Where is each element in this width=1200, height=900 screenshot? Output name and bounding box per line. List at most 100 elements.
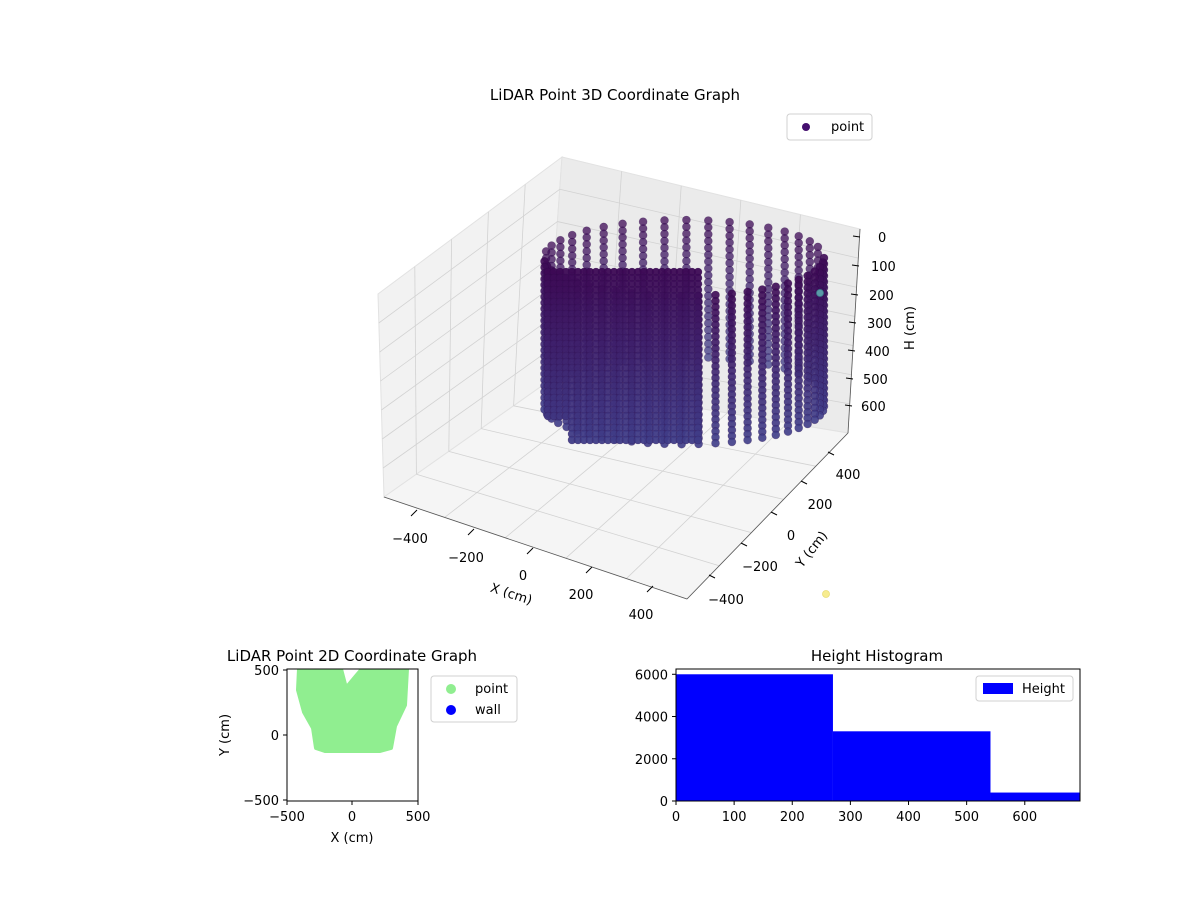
y-tick-label: 400: [836, 468, 861, 483]
x-tick-label: 400: [629, 608, 654, 623]
y-tick-mark: [800, 480, 808, 485]
point-3d: [711, 438, 720, 448]
point-3d: [703, 353, 713, 362]
y-tick-label: 500: [254, 664, 279, 679]
histogram-y-ticks: 0 2000 4000 6000: [635, 668, 676, 810]
x-tick-label: 400: [896, 810, 921, 825]
x-tick-mark: [526, 547, 534, 555]
chart-2d-plot-area: [296, 669, 409, 753]
y-tick-mark: [740, 542, 748, 547]
histogram-legend: Height: [975, 675, 1074, 702]
x-tick-label: −500: [269, 810, 305, 825]
legend-box: [786, 113, 873, 141]
z-tick-label: 300: [867, 317, 892, 332]
chart-3d-legend: point: [786, 113, 873, 141]
histogram-bars: [676, 674, 1080, 801]
legend-label-point: point: [831, 120, 864, 135]
z-axis-label: H (cm): [903, 306, 918, 350]
point-3d: [727, 437, 737, 447]
x-tick-label: −400: [392, 532, 428, 547]
z-tick-label: 500: [863, 373, 888, 388]
legend-marker-point: [802, 123, 810, 131]
y-tick-label: 4000: [635, 711, 668, 726]
back-left-gridline: [378, 188, 560, 324]
x-tick-mark: [467, 528, 475, 536]
legend-marker-height: [983, 683, 1013, 694]
point-3d: [771, 430, 781, 440]
x-tick-label: −200: [448, 551, 484, 566]
chart-histogram: Height Histogram 0 100 200 300 400 500 600 0 20…: [635, 647, 1081, 825]
y-tick-label: −200: [742, 560, 778, 575]
chart-2d: LiDAR Point 2D Coordinate Graph −500 0 5…: [218, 647, 518, 846]
z-tick-label: 600: [861, 400, 886, 415]
histogram-frame: [675, 668, 1081, 802]
z-tick-label: 100: [871, 260, 896, 275]
x-tick-label: 0: [672, 810, 680, 825]
point-3d: [803, 419, 812, 429]
x-axis-label: X (cm): [488, 581, 534, 609]
back-left-gridline: [448, 239, 452, 452]
z-axis-3d: 0 100 200 300 400 500 600 H (cm): [844, 228, 918, 434]
back-left-gridline: [381, 285, 554, 411]
y-tick-label: 0: [787, 529, 795, 544]
x-tick-label: 200: [780, 810, 805, 825]
chart-3d: LiDAR Point 3D Coordinate Graph −400 −20…: [377, 86, 918, 623]
z-tick-mark: [850, 293, 859, 296]
histogram-bar: [990, 792, 1080, 801]
z-tick-label: 400: [865, 345, 890, 360]
y-axis-label: Y (cm): [218, 714, 233, 757]
z-tick-mark: [845, 377, 854, 380]
x-axis-line: [383, 496, 688, 600]
x-tick-label: 200: [569, 588, 594, 603]
point-3d: [783, 427, 793, 436]
point-3d: [743, 435, 752, 445]
back-left-gridline: [414, 266, 417, 475]
back-left-gridline: [513, 184, 526, 406]
histogram-x-ticks: 0 100 200 300 400 500 600: [672, 801, 1037, 825]
z-tick-mark: [851, 264, 860, 267]
x-tick-label: 100: [722, 810, 747, 825]
floor-gridline: [416, 473, 720, 567]
chart-3d-point-cloud: [540, 215, 829, 449]
z-axis-line: [847, 228, 861, 434]
z-tick-mark: [852, 235, 861, 238]
z-tick-label: 200: [869, 289, 894, 304]
back-left-gridline: [379, 221, 558, 353]
floor-gridline: [626, 422, 788, 579]
x-tick-label: 0: [348, 810, 356, 825]
x-tick-label: 500: [406, 810, 431, 825]
x-tick-label: 500: [954, 810, 979, 825]
z-tick-mark: [844, 404, 853, 407]
x-tick-mark: [410, 509, 418, 517]
point-3d: [810, 415, 820, 425]
back-left-gridline: [480, 211, 489, 429]
legend-box: [975, 675, 1074, 702]
y-tick-label: 6000: [635, 668, 668, 683]
point-3d: [757, 433, 767, 443]
y-tick-label: −500: [243, 794, 279, 809]
z-tick-label: 0: [878, 231, 886, 246]
chart-3d-title: LiDAR Point 3D Coordinate Graph: [490, 86, 740, 104]
x-tick-label: 0: [519, 569, 527, 584]
histogram-title: Height Histogram: [811, 647, 943, 665]
y-tick-mark: [770, 511, 778, 516]
floor-gridline: [481, 428, 784, 500]
x-tick-label: 300: [838, 810, 863, 825]
histogram-bar: [832, 731, 991, 801]
y-axis-line: [686, 432, 849, 600]
y-tick-label: −400: [708, 593, 744, 608]
chart-2d-title: LiDAR Point 2D Coordinate Graph: [227, 647, 477, 665]
legend-label-wall: wall: [475, 703, 501, 718]
legend-marker-wall: [446, 705, 456, 715]
legend-label-point: point: [475, 682, 508, 697]
z-tick-mark: [848, 321, 857, 324]
y-tick-mark: [827, 451, 835, 456]
x-tick-label: 600: [1012, 810, 1037, 825]
back-left-gridline: [382, 318, 551, 440]
y-tick-label: 0: [660, 795, 668, 810]
histogram-bar: [676, 674, 833, 801]
point-cloud-2d: [296, 669, 409, 753]
x-tick-mark: [646, 585, 654, 593]
y-tick-label: 200: [808, 498, 833, 513]
